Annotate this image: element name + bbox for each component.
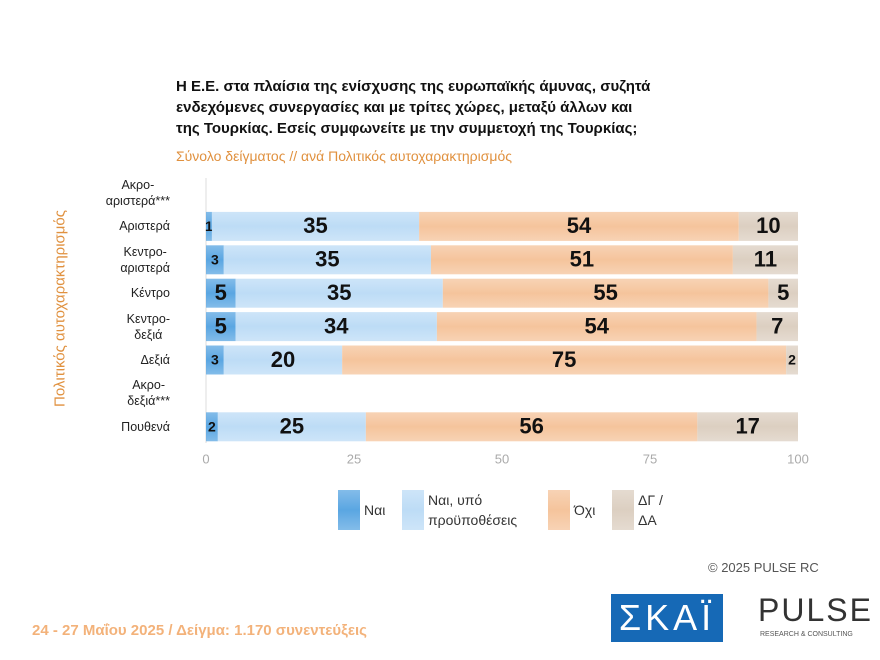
data-label: 5 bbox=[777, 280, 789, 305]
data-label: 5 bbox=[215, 280, 227, 305]
x-tick-label: 25 bbox=[347, 451, 361, 466]
bar-segment bbox=[206, 245, 224, 275]
bar-segment bbox=[697, 412, 798, 442]
bar-segment bbox=[217, 412, 366, 442]
data-label: 34 bbox=[324, 313, 349, 338]
legend-swatch bbox=[338, 490, 360, 530]
chart-subtitle: Σύνολο δείγματος // ανά Πολιτικός αυτοχα… bbox=[176, 148, 512, 164]
bar-segment bbox=[223, 345, 343, 375]
data-label: 54 bbox=[584, 313, 609, 338]
bar-segment bbox=[223, 245, 431, 275]
data-label: 35 bbox=[327, 280, 351, 305]
x-tick-label: 75 bbox=[643, 451, 657, 466]
bar-segment bbox=[756, 312, 798, 342]
data-label: 17 bbox=[735, 414, 759, 439]
legend-swatch bbox=[548, 490, 570, 530]
legend-swatch bbox=[402, 490, 424, 530]
data-label: 54 bbox=[567, 213, 592, 238]
data-label: 2 bbox=[208, 419, 216, 435]
bar-segment bbox=[211, 211, 420, 241]
bar-segment bbox=[206, 412, 218, 442]
y-tick-label: Κεντρο- αριστερά bbox=[120, 244, 170, 275]
y-tick-label: Δεξιά bbox=[140, 353, 170, 367]
bar-segment bbox=[235, 312, 437, 342]
bar-segment bbox=[235, 278, 443, 308]
logo-pulse: PULSE bbox=[758, 592, 873, 628]
data-label: 3 bbox=[211, 352, 219, 368]
data-label: 56 bbox=[519, 414, 543, 439]
y-tick-label: Κεντρο- δεξιά bbox=[126, 311, 170, 342]
data-label: 7 bbox=[771, 313, 783, 338]
bar-segment bbox=[206, 211, 212, 241]
legend-label: Ναι bbox=[364, 502, 386, 518]
data-label: 51 bbox=[570, 247, 594, 272]
y-tick-label: Κέντρο bbox=[130, 286, 170, 301]
data-label: 75 bbox=[552, 347, 576, 372]
data-label: 5 bbox=[215, 313, 227, 338]
data-label: 55 bbox=[593, 280, 617, 305]
bar-segment bbox=[732, 245, 798, 275]
data-label: 35 bbox=[315, 247, 339, 272]
x-tick-label: 100 bbox=[787, 451, 809, 466]
bar-segment bbox=[342, 345, 787, 375]
data-label: 2 bbox=[788, 352, 796, 368]
y-tick-label: Ακρο- αριστερά*** bbox=[105, 178, 170, 208]
bar-segment bbox=[768, 278, 798, 308]
chart-title: Η Ε.Ε. στα πλαίσια της ενίσχυσης της ευρ… bbox=[176, 78, 651, 137]
bar-segment bbox=[206, 312, 236, 342]
x-tick-label: 50 bbox=[495, 451, 509, 466]
y-axis-label: Πολιτικός αυτοχαρακτηρισμός bbox=[51, 210, 69, 408]
legend-label: Όχι bbox=[574, 502, 596, 518]
footer: 24 - 27 Μαΐου 2025 / Δείγμα: 1.170 συνεν… bbox=[32, 622, 367, 639]
logo-pulse-sub: RESEARCH & CONSULTING bbox=[760, 631, 853, 638]
legend-swatch bbox=[612, 490, 634, 530]
x-tick-label: 0 bbox=[202, 451, 209, 466]
y-tick-label: Αριστερά bbox=[119, 219, 170, 234]
logo-skai: ΣΚΑΪ bbox=[611, 594, 723, 642]
bar-segment bbox=[430, 245, 733, 275]
y-tick-label: Ακρο- δεξιά*** bbox=[127, 378, 170, 409]
bar-segment bbox=[419, 211, 739, 241]
data-label: 1 bbox=[205, 218, 213, 234]
bar-segment bbox=[206, 278, 236, 308]
bar-segment bbox=[786, 345, 798, 375]
data-label: 10 bbox=[756, 213, 780, 238]
copyright: © 2025 PULSE RC bbox=[708, 560, 819, 575]
bar-segment bbox=[442, 278, 769, 308]
bar-segment bbox=[206, 345, 224, 375]
data-label: 25 bbox=[280, 414, 304, 439]
legend-label: Ναι, υπό προϋποθέσεις bbox=[428, 492, 518, 528]
legend-label: ΔΓ / ΔΑ bbox=[638, 492, 663, 528]
data-label: 11 bbox=[754, 247, 777, 272]
bar-segment bbox=[738, 211, 798, 241]
y-tick-label: Πουθενά bbox=[121, 419, 170, 434]
data-label: 20 bbox=[271, 347, 295, 372]
bar-segment bbox=[365, 412, 698, 442]
data-label: 35 bbox=[303, 213, 327, 238]
bar-segment bbox=[436, 312, 757, 342]
data-label: 3 bbox=[211, 252, 219, 268]
